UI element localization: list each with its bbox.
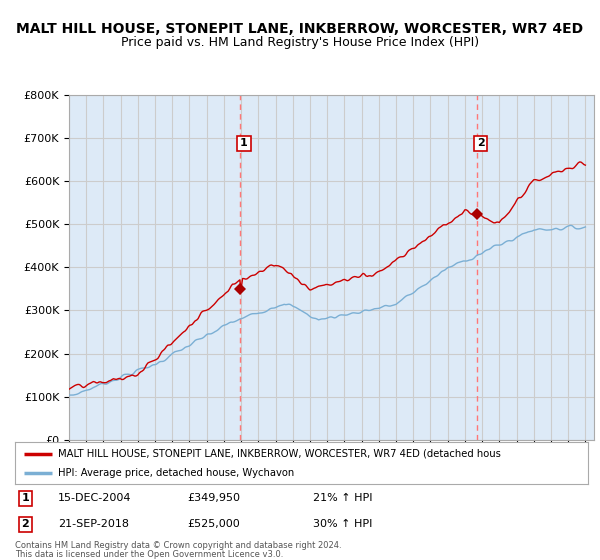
- Text: This data is licensed under the Open Government Licence v3.0.: This data is licensed under the Open Gov…: [15, 550, 283, 559]
- Text: £525,000: £525,000: [187, 519, 239, 529]
- Text: HPI: Average price, detached house, Wychavon: HPI: Average price, detached house, Wych…: [58, 468, 294, 478]
- Text: 21% ↑ HPI: 21% ↑ HPI: [313, 493, 373, 503]
- Text: 21-SEP-2018: 21-SEP-2018: [58, 519, 129, 529]
- Text: 15-DEC-2004: 15-DEC-2004: [58, 493, 131, 503]
- Text: MALT HILL HOUSE, STONEPIT LANE, INKBERROW, WORCESTER, WR7 4ED (detached hous: MALT HILL HOUSE, STONEPIT LANE, INKBERRO…: [58, 449, 501, 459]
- Text: 2: 2: [22, 519, 29, 529]
- Text: £349,950: £349,950: [187, 493, 240, 503]
- Text: 30% ↑ HPI: 30% ↑ HPI: [313, 519, 373, 529]
- Text: Contains HM Land Registry data © Crown copyright and database right 2024.: Contains HM Land Registry data © Crown c…: [15, 541, 341, 550]
- Text: MALT HILL HOUSE, STONEPIT LANE, INKBERROW, WORCESTER, WR7 4ED: MALT HILL HOUSE, STONEPIT LANE, INKBERRO…: [16, 22, 584, 36]
- Text: 1: 1: [240, 138, 248, 148]
- Text: 2: 2: [477, 138, 485, 148]
- Text: Price paid vs. HM Land Registry's House Price Index (HPI): Price paid vs. HM Land Registry's House …: [121, 36, 479, 49]
- Text: 1: 1: [22, 493, 29, 503]
